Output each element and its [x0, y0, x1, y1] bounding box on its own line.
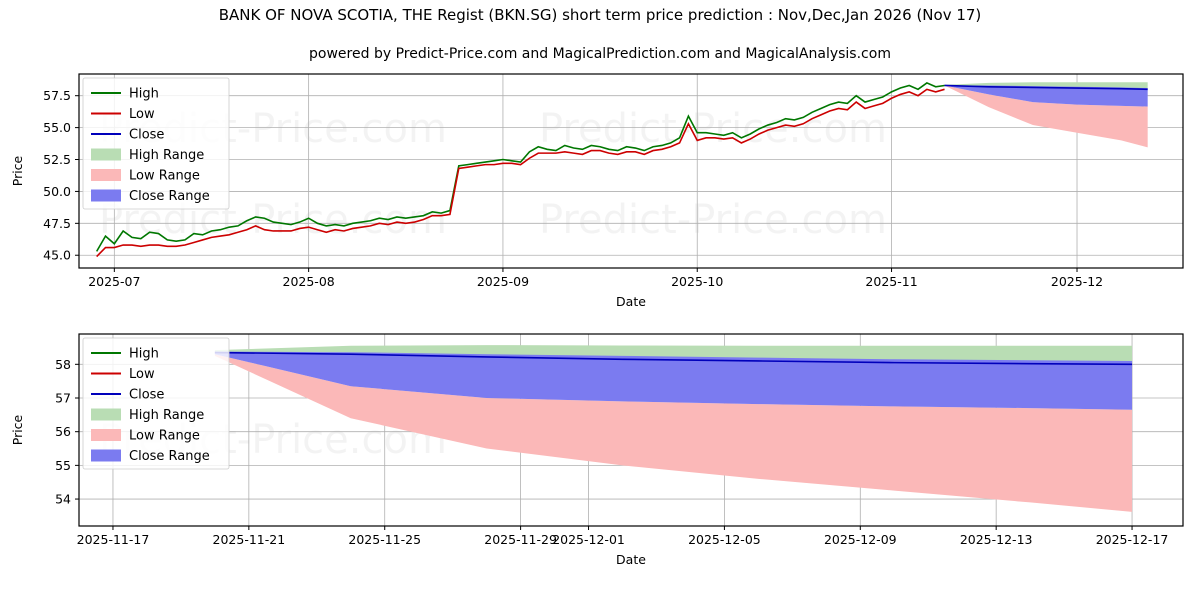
x-tick-label: 2025-09 [477, 274, 529, 289]
legend-swatch-patch [91, 148, 121, 161]
y-tick-label: 58 [55, 357, 71, 372]
x-axis-title: Date [616, 294, 646, 309]
y-axis-title: Price [10, 155, 25, 186]
legend-swatch-patch [91, 429, 121, 441]
watermark-group: Predict-Price.comPredict-Price.comPredic… [99, 106, 887, 243]
x-tick-label: 2025-11 [865, 274, 917, 289]
top-price-chart: Predict-Price.comPredict-Price.comPredic… [0, 66, 1200, 316]
y-tick-label: 50.0 [43, 184, 71, 199]
legend-swatch-patch [91, 189, 121, 202]
x-tick-label: 2025-07 [88, 274, 140, 289]
legend-swatch-patch [91, 449, 121, 462]
x-tick-label: 2025-12-05 [688, 532, 761, 547]
plot-frame [78, 73, 1184, 269]
low-range-band [214, 354, 1133, 512]
y-axis-title: Price [10, 414, 25, 445]
y-tick-label: 45.0 [43, 248, 71, 263]
bottom-forecast-chart: Predict-Price.comPredict-Price.com545556… [0, 326, 1200, 600]
legend-item-label: Low [129, 107, 155, 122]
close-series-line [944, 84, 1148, 91]
x-tick-label: 2025-11-17 [77, 532, 150, 547]
legend-item-label: Close [129, 388, 164, 403]
page-title: BANK OF NOVA SCOTIA, THE Regist (BKN.SG)… [218, 6, 982, 24]
close-series-line [214, 351, 1133, 366]
x-tick-label: 2025-08 [283, 274, 335, 289]
x-tick-label: 2025-11-25 [348, 532, 421, 547]
legend-item-label: Close Range [129, 449, 210, 464]
chart-legend: High Low Close High Range Low Range Close Ran… [82, 77, 230, 210]
low-series-line [96, 88, 945, 258]
close-range-band [214, 351, 1133, 410]
legend-swatch-patch [91, 169, 121, 181]
chart-svg-bottom: Predict-Price.comPredict-Price.com545556… [10, 333, 1184, 567]
watermark-text: Predict-Price.com [539, 106, 887, 152]
x-tick-label: 2025-12 [1051, 274, 1103, 289]
legend-item-label: Close Range [129, 189, 210, 204]
y-tick-label: 54 [55, 492, 71, 507]
watermark-text: Predict-Price.com [539, 197, 887, 243]
y-tick-label: 57.5 [43, 88, 71, 103]
y-tick-label: 57 [55, 391, 71, 406]
y-tick-label: 47.5 [43, 216, 71, 231]
range-bands [944, 82, 1148, 148]
legend-item-label: Low Range [129, 169, 200, 184]
x-tick-label: 2025-12-09 [824, 532, 897, 547]
y-tick-label: 55.0 [43, 120, 71, 135]
legend-item-label: Low Range [129, 429, 200, 444]
legend-item-label: Close [129, 128, 164, 143]
x-tick-label: 2025-11-21 [213, 532, 286, 547]
close-range-band [944, 85, 1148, 107]
x-tick-label: 2025-12-01 [552, 532, 625, 547]
legend-item-label: High [129, 87, 159, 102]
legend-item-label: High Range [129, 408, 204, 423]
x-axis: 2025-11-17 2025-11-21 2025-11-25 2025-11-29… [77, 526, 1169, 547]
y-axis: 54 55 56 57 58 [55, 357, 79, 507]
low-range-band [944, 85, 1148, 148]
x-tick-label: 2025-11-29 [484, 532, 557, 547]
x-tick-label: 2025-12-17 [1096, 532, 1169, 547]
legend-item-label: Low [129, 367, 155, 382]
y-tick-label: 55 [55, 458, 71, 473]
legend-swatch-patch [91, 408, 121, 421]
x-axis: 2025-07 2025-08 2025-09 2025-10 2025-11 2025-… [88, 268, 1103, 289]
x-tick-label: 2025-12-13 [960, 532, 1033, 547]
legend-item-label: High Range [129, 148, 204, 163]
range-bands [214, 345, 1133, 512]
x-axis-title: Date [616, 552, 646, 567]
chart-svg-top: Predict-Price.comPredict-Price.comPredic… [10, 73, 1184, 309]
chart-legend: High Low Close High Range Low Range Close Ran… [82, 337, 230, 470]
y-tick-label: 52.5 [43, 152, 71, 167]
y-tick-label: 56 [55, 424, 71, 439]
y-axis: 45.0 47.5 50.0 52.5 55.0 57.5 [43, 88, 79, 263]
high-series-line [95, 82, 945, 252]
page-subtitle: powered by Predict-Price.com and Magical… [309, 46, 891, 62]
plot-frame [78, 333, 1184, 527]
legend-item-label: High [129, 347, 159, 362]
x-tick-label: 2025-10 [671, 274, 723, 289]
